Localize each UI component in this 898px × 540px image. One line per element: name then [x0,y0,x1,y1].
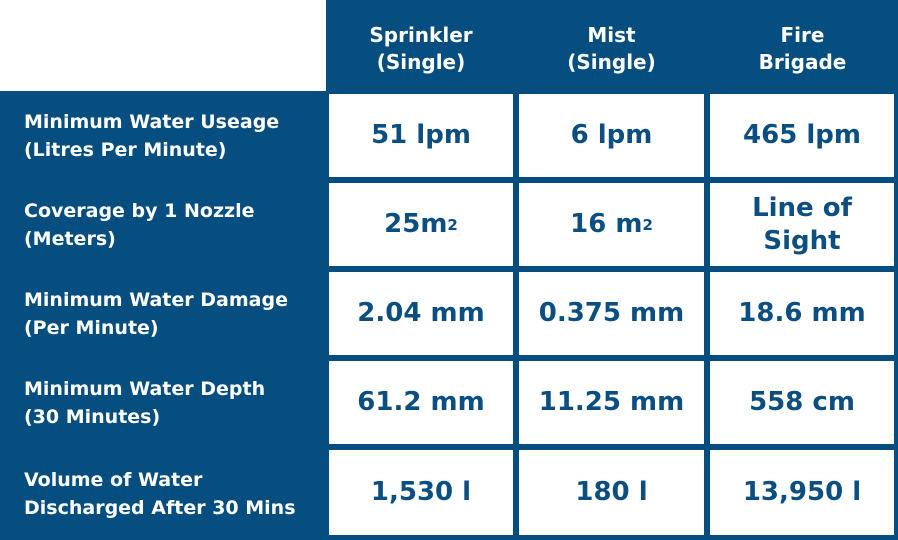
cell-value: 25m [384,209,448,239]
table-cell: 558 cm [707,358,898,447]
row-header-water-useage: Minimum Water Useage (Litres Per Minute) [0,91,326,180]
table-cell: 2.04 mm [326,269,516,358]
row-header-water-damage: Minimum Water Damage (Per Minute) [0,269,326,358]
column-header-mist: Mist (Single) [516,0,707,91]
table-cell: 11.25 mm [516,358,707,447]
table-corner [0,0,326,91]
column-header-fire-brigade: Fire Brigade [707,0,898,91]
table-cell: 6 lpm [516,91,707,180]
row-header-coverage: Coverage by 1 Nozzle (Meters) [0,180,326,269]
row-header-volume-discharged: Volume of Water Discharged After 30 Mins [0,447,326,540]
table-cell: 18.6 mm [707,269,898,358]
table-cell: 465 lpm [707,91,898,180]
table-cell: Line of Sight [707,180,898,269]
table-cell: 61.2 mm [326,358,516,447]
table-cell: 25m 2 [326,180,516,269]
cell-value: 16 m [570,209,643,239]
table-cell: 51 lpm [326,91,516,180]
table-cell: 13,950 l [707,447,898,540]
row-header-water-depth: Minimum Water Depth (30 Minutes) [0,358,326,447]
column-header-sprinkler: Sprinkler (Single) [326,0,516,91]
table-cell: 0.375 mm [516,269,707,358]
table-cell: 1,530 l [326,447,516,540]
table-cell: 180 l [516,447,707,540]
